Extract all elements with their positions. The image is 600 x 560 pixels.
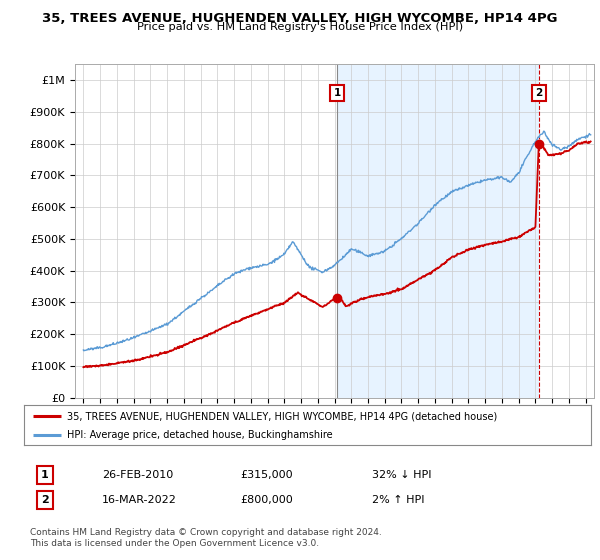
Text: 32% ↓ HPI: 32% ↓ HPI <box>372 470 431 480</box>
Text: £315,000: £315,000 <box>240 470 293 480</box>
Text: 26-FEB-2010: 26-FEB-2010 <box>102 470 173 480</box>
Text: 1: 1 <box>41 470 49 480</box>
Text: Price paid vs. HM Land Registry's House Price Index (HPI): Price paid vs. HM Land Registry's House … <box>137 22 463 32</box>
Text: Contains HM Land Registry data © Crown copyright and database right 2024.: Contains HM Land Registry data © Crown c… <box>30 528 382 536</box>
Text: 2: 2 <box>535 88 542 98</box>
Text: £800,000: £800,000 <box>240 495 293 505</box>
Text: This data is licensed under the Open Government Licence v3.0.: This data is licensed under the Open Gov… <box>30 539 319 548</box>
Text: 1: 1 <box>334 88 341 98</box>
Text: 35, TREES AVENUE, HUGHENDEN VALLEY, HIGH WYCOMBE, HP14 4PG (detached house): 35, TREES AVENUE, HUGHENDEN VALLEY, HIGH… <box>67 411 497 421</box>
Text: 16-MAR-2022: 16-MAR-2022 <box>102 495 177 505</box>
Text: 2: 2 <box>41 495 49 505</box>
Text: HPI: Average price, detached house, Buckinghamshire: HPI: Average price, detached house, Buck… <box>67 430 332 440</box>
Bar <box>337 64 539 398</box>
Text: 35, TREES AVENUE, HUGHENDEN VALLEY, HIGH WYCOMBE, HP14 4PG: 35, TREES AVENUE, HUGHENDEN VALLEY, HIGH… <box>42 12 558 25</box>
Text: 2% ↑ HPI: 2% ↑ HPI <box>372 495 425 505</box>
